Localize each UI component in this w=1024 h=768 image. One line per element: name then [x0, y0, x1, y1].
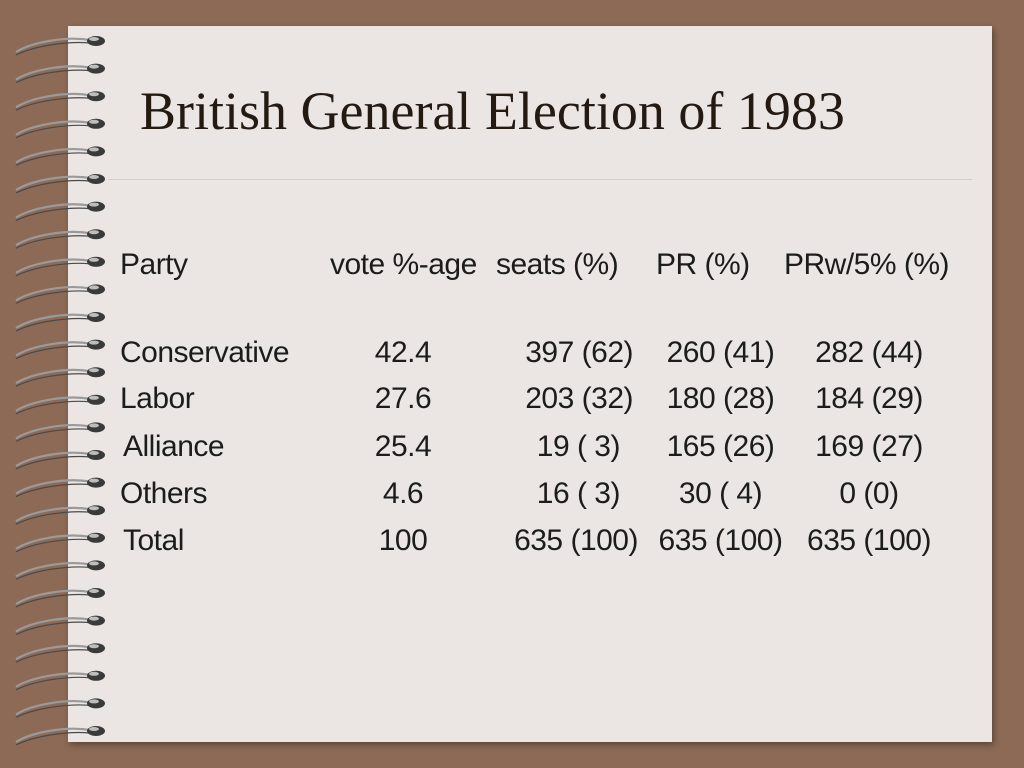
spiral-coil	[15, 643, 105, 663]
title-divider	[108, 179, 972, 180]
spiral-coil	[15, 477, 105, 498]
header-pr: PR (%)	[656, 248, 750, 281]
spiral-coil	[15, 422, 105, 442]
spiral-coil	[15, 284, 105, 304]
prw-value: 635 (100)	[807, 524, 931, 557]
spiral-coil	[15, 36, 105, 56]
spiral-coil	[15, 312, 105, 332]
slide-title: British General Election of 1983	[140, 81, 845, 141]
vote-value: 42.4	[374, 336, 432, 369]
vote-value: 27.6	[374, 382, 432, 415]
prw-value: 184 (29)	[815, 382, 923, 415]
notebook-page: British General Election of 1983 Party v…	[68, 26, 992, 742]
seats-value: 16 ( 3)	[536, 477, 621, 510]
spiral-coil	[15, 450, 105, 470]
header-vote: vote %-age	[330, 248, 477, 281]
spiral-coil	[15, 118, 105, 139]
pr-value: 180 (28)	[666, 382, 775, 415]
spiral-coil	[15, 560, 105, 580]
spiral-coil	[15, 670, 105, 691]
spiral-coil	[15, 726, 105, 746]
election-table: Party vote %-age seats (%) PR (%) PRw/5%…	[68, 26, 992, 742]
vote-value: 100	[378, 524, 428, 557]
header-party: Party	[120, 248, 188, 281]
party-name: Conservative	[120, 336, 290, 369]
spiral-coil	[15, 588, 105, 608]
spiral-coil	[15, 256, 105, 277]
spiral-coil	[15, 532, 105, 553]
spiral-coil	[15, 394, 105, 415]
party-name: Labor	[120, 382, 195, 415]
spiral-coil	[15, 698, 105, 718]
seats-value: 203 (32)	[525, 382, 633, 415]
seats-value: 19 ( 3)	[536, 430, 621, 463]
vote-value: 4.6	[382, 477, 424, 510]
party-name: Others	[120, 477, 208, 510]
spiral-binding-icon	[15, 36, 105, 746]
spiral-coil	[15, 201, 105, 222]
spiral-coil	[15, 229, 105, 249]
pr-value: 30 ( 4)	[678, 477, 763, 510]
spiral-coil	[15, 174, 105, 194]
seats-value: 635 (100)	[514, 524, 638, 557]
vote-value: 25.4	[374, 430, 432, 463]
spiral-coil	[15, 91, 105, 111]
spiral-coil	[15, 146, 105, 166]
party-name: Alliance	[123, 430, 225, 463]
spiral-coil	[15, 615, 105, 636]
spiral-coil	[15, 339, 105, 360]
seats-value: 397 (62)	[525, 336, 633, 369]
pr-value: 635 (100)	[658, 524, 783, 557]
prw-value: 0 (0)	[839, 477, 899, 510]
pr-value: 165 (26)	[666, 430, 775, 463]
header-seats: seats (%)	[496, 248, 619, 281]
spiral-coil	[15, 367, 105, 387]
prw-value: 169 (27)	[815, 430, 923, 463]
party-name: Total	[123, 524, 184, 557]
header-prw: PRw/5% (%)	[784, 248, 950, 281]
spiral-coil	[15, 63, 105, 84]
spiral-coil	[15, 505, 105, 525]
pr-value: 260 (41)	[666, 336, 775, 369]
prw-value: 282 (44)	[815, 336, 923, 369]
